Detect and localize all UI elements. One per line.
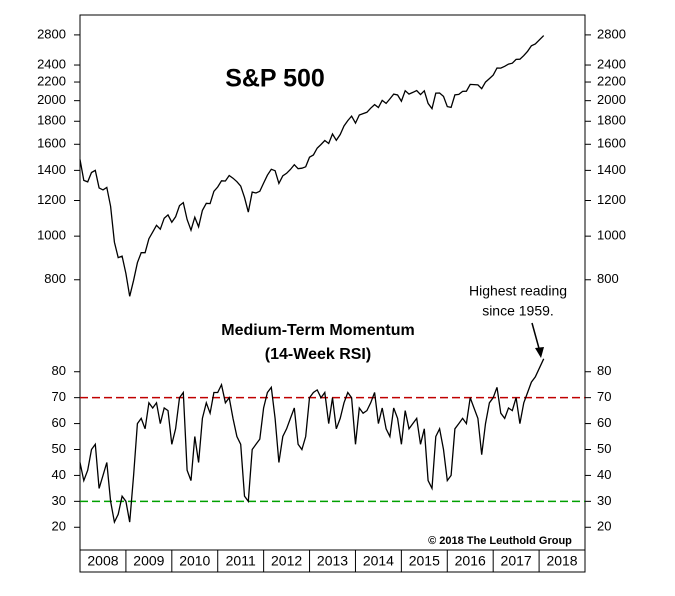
- y2-tick-label: 40: [597, 467, 611, 482]
- y-tick-label: 40: [52, 467, 66, 482]
- series-line: [79, 35, 545, 297]
- y-tick-label: 30: [52, 493, 66, 508]
- y-tick-label: 2800: [37, 26, 66, 41]
- y2-tick-label: 20: [597, 519, 611, 534]
- y2-tick-label: 70: [597, 389, 611, 404]
- x-tick-label: 2010: [179, 553, 210, 569]
- y-tick-label: 1600: [37, 136, 66, 151]
- y2-tick-label: 30: [597, 493, 611, 508]
- y-tick-label: 2200: [37, 73, 66, 88]
- y-tick-label: 1000: [37, 228, 66, 243]
- y2-tick-label: 1600: [597, 136, 626, 151]
- y2-tick-label: 1800: [597, 113, 626, 128]
- x-tick-label: 2013: [317, 553, 348, 569]
- y-tick-label: 60: [52, 415, 66, 430]
- series-line: [79, 358, 545, 525]
- y-tick-label: 70: [52, 389, 66, 404]
- y-tick-label: 2000: [37, 92, 66, 107]
- y2-tick-label: 50: [597, 441, 611, 456]
- annotation: since 1959.: [482, 303, 554, 319]
- y-tick-label: 2400: [37, 56, 66, 71]
- y-tick-label: 1800: [37, 113, 66, 128]
- y2-tick-label: 1400: [597, 162, 626, 177]
- y2-tick-label: 1200: [597, 192, 626, 207]
- y2-tick-label: 60: [597, 415, 611, 430]
- panel-subtitle: (14-Week RSI): [265, 346, 371, 363]
- x-tick-label: 2015: [409, 553, 440, 569]
- y-tick-label: 1200: [37, 192, 66, 207]
- y2-tick-label: 2000: [597, 92, 626, 107]
- chart-title: S&P 500: [225, 65, 325, 93]
- y-tick-label: 1400: [37, 162, 66, 177]
- y2-tick-label: 80: [597, 363, 611, 378]
- y-tick-label: 20: [52, 519, 66, 534]
- x-tick-label: 2016: [455, 553, 486, 569]
- y2-tick-label: 2400: [597, 56, 626, 71]
- y2-tick-label: 2800: [597, 26, 626, 41]
- source-note: © 2018 The Leuthold Group: [428, 535, 572, 547]
- x-tick-label: 2018: [546, 553, 577, 569]
- panel-title: Medium-Term Momentum: [221, 322, 414, 339]
- x-tick-label: 2012: [271, 553, 302, 569]
- y-tick-label: 80: [52, 363, 66, 378]
- y2-tick-label: 1000: [597, 228, 626, 243]
- y2-tick-label: 2200: [597, 73, 626, 88]
- x-tick-label: 2017: [501, 553, 532, 569]
- x-tick-label: 2008: [87, 553, 118, 569]
- plot-frame: [79, 14, 586, 573]
- annotation-arrow: [531, 322, 541, 353]
- y2-tick-label: 800: [597, 271, 619, 286]
- x-tick-label: 2014: [363, 553, 394, 569]
- annotation: Highest reading: [469, 283, 567, 299]
- annotation-arrowhead: [535, 347, 544, 358]
- y-tick-label: 50: [52, 441, 66, 456]
- x-tick-label: 2011: [226, 553, 256, 569]
- y-tick-label: 800: [44, 271, 66, 286]
- x-tick-label: 2009: [133, 553, 164, 569]
